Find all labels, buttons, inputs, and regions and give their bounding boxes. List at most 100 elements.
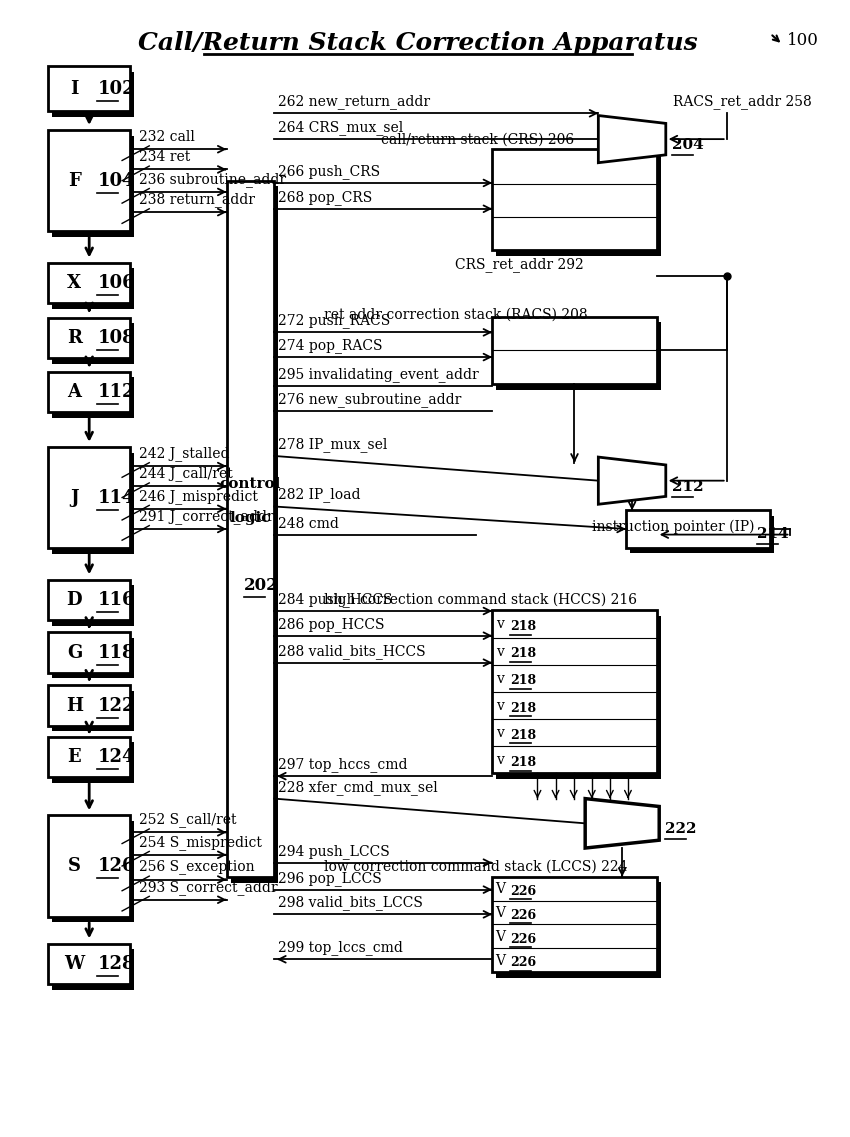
Text: 234 ret: 234 ret (139, 150, 190, 164)
Text: 256 S_exception: 256 S_exception (139, 860, 254, 874)
Bar (626, 511, 770, 548)
Text: 222: 222 (665, 822, 696, 836)
Bar (630, 516, 774, 554)
Bar (48, 815, 130, 916)
Text: V: V (496, 953, 506, 968)
Text: 204: 204 (672, 138, 703, 152)
Bar (230, 186, 279, 883)
Text: 238 return_addr: 238 return_addr (139, 192, 254, 207)
Text: 295 invalidating_event_addr: 295 invalidating_event_addr (279, 367, 479, 382)
Text: 274 pop_RACS: 274 pop_RACS (279, 338, 382, 352)
Text: 226: 226 (510, 885, 536, 897)
Text: logic: logic (230, 511, 271, 525)
Text: 114: 114 (98, 489, 135, 507)
Bar (48, 318, 130, 358)
Text: 116: 116 (98, 591, 135, 609)
Polygon shape (598, 116, 666, 163)
Text: W: W (65, 955, 84, 973)
Text: v: v (496, 753, 504, 766)
Text: 254 S_mispredict: 254 S_mispredict (139, 835, 262, 849)
Bar (52, 742, 134, 783)
Text: RACS_ret_addr 258: RACS_ret_addr 258 (673, 94, 812, 109)
Text: 128: 128 (98, 955, 135, 973)
Text: D: D (66, 591, 82, 609)
Text: 218: 218 (510, 729, 536, 741)
Text: S: S (68, 857, 81, 875)
Text: v: v (496, 725, 504, 740)
Text: A: A (67, 383, 82, 401)
Text: 218: 218 (510, 620, 536, 633)
Text: 226: 226 (510, 956, 536, 969)
Text: instruction pointer (IP): instruction pointer (IP) (592, 520, 755, 534)
Text: 226: 226 (510, 932, 536, 945)
Text: 246 J_mispredict: 246 J_mispredict (139, 489, 258, 504)
Bar (492, 150, 657, 250)
Text: Call/Return Stack Correction Apparatus: Call/Return Stack Correction Apparatus (139, 31, 698, 55)
Text: F: F (68, 172, 81, 190)
Text: 248 cmd: 248 cmd (279, 516, 339, 530)
Text: G: G (67, 644, 82, 662)
Bar (492, 317, 657, 384)
Bar (52, 136, 134, 238)
Text: 262 new_return_addr: 262 new_return_addr (279, 94, 430, 109)
Bar (52, 377, 134, 418)
Text: call/return stack (CRS) 206: call/return stack (CRS) 206 (381, 132, 575, 147)
Bar (52, 324, 134, 364)
Text: 266 push_CRS: 266 push_CRS (279, 164, 381, 179)
Text: 122: 122 (98, 697, 135, 714)
Bar (52, 72, 134, 117)
Text: 102: 102 (98, 80, 135, 98)
Bar (48, 686, 130, 725)
Text: 218: 218 (510, 674, 536, 687)
Text: control: control (219, 478, 281, 491)
Bar (496, 882, 660, 978)
Text: 226: 226 (510, 908, 536, 921)
Text: 293 S_correct_addr: 293 S_correct_addr (139, 879, 277, 894)
Text: E: E (68, 748, 82, 766)
Text: 236 subroutine_addr: 236 subroutine_addr (139, 172, 286, 186)
Text: v: v (496, 698, 504, 713)
Text: 294 push_LCCS: 294 push_LCCS (279, 844, 390, 858)
Text: 104: 104 (98, 172, 135, 190)
Text: 282 IP_load: 282 IP_load (279, 488, 361, 503)
Bar (52, 453, 134, 554)
Bar (52, 949, 134, 989)
Text: 228 xfer_cmd_mux_sel: 228 xfer_cmd_mux_sel (279, 779, 438, 795)
Bar (492, 877, 657, 972)
Bar (52, 691, 134, 731)
Bar (48, 580, 130, 620)
Text: 291 J_correct_addr: 291 J_correct_addr (139, 508, 274, 523)
Bar (48, 944, 130, 984)
Text: low correction command stack (LCCS) 224: low correction command stack (LCCS) 224 (324, 860, 627, 873)
Bar (48, 131, 130, 232)
Text: 106: 106 (98, 274, 135, 292)
Text: 264 CRS_mux_sel: 264 CRS_mux_sel (279, 121, 404, 135)
Text: 242 J_stalled: 242 J_stalled (139, 446, 229, 460)
Text: V: V (496, 905, 506, 920)
Text: 118: 118 (98, 644, 135, 662)
Text: 108: 108 (98, 330, 135, 347)
Text: 299 top_lccs_cmd: 299 top_lccs_cmd (279, 940, 403, 955)
Text: 126: 126 (98, 857, 135, 875)
Text: 272 push_RACS: 272 push_RACS (279, 314, 391, 329)
Bar (48, 66, 130, 111)
Text: 212: 212 (672, 480, 703, 493)
Text: v: v (496, 617, 504, 631)
Polygon shape (585, 798, 660, 848)
Bar (52, 268, 134, 309)
Text: 214: 214 (757, 526, 789, 541)
Polygon shape (598, 457, 666, 505)
Bar (48, 372, 130, 413)
Text: 218: 218 (510, 647, 536, 661)
Text: J: J (71, 489, 79, 507)
Bar (496, 323, 660, 390)
Bar (48, 632, 130, 673)
Text: 298 valid_bits_LCCS: 298 valid_bits_LCCS (279, 895, 423, 910)
Text: V: V (496, 929, 506, 944)
Text: 218: 218 (510, 702, 536, 714)
Text: high correction command stack (HCCS) 216: high correction command stack (HCCS) 216 (324, 592, 637, 607)
Bar (496, 616, 660, 779)
Bar (492, 611, 657, 773)
Text: 288 valid_bits_HCCS: 288 valid_bits_HCCS (279, 644, 426, 658)
Text: H: H (66, 697, 83, 714)
